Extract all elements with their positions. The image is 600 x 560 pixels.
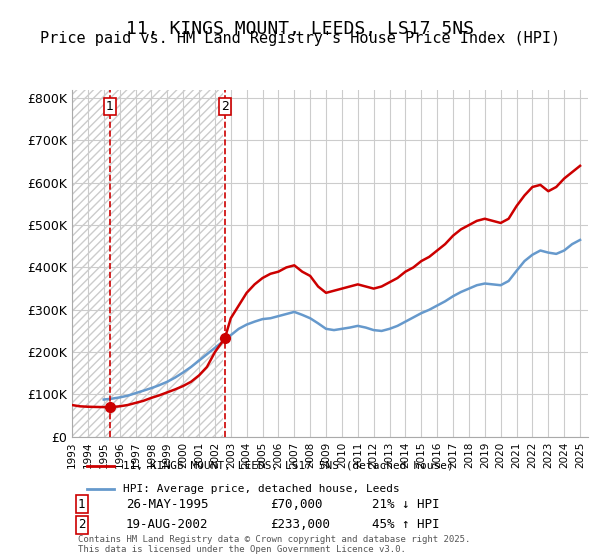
Text: 45% ↑ HPI: 45% ↑ HPI [372, 518, 439, 531]
Text: £233,000: £233,000 [270, 518, 330, 531]
Text: 11, KINGS MOUNT, LEEDS, LS17 5NS: 11, KINGS MOUNT, LEEDS, LS17 5NS [126, 20, 474, 38]
Text: 2: 2 [78, 518, 86, 531]
Text: Price paid vs. HM Land Registry's House Price Index (HPI): Price paid vs. HM Land Registry's House … [40, 31, 560, 46]
Text: 19-AUG-2002: 19-AUG-2002 [126, 518, 209, 531]
Text: 1: 1 [106, 100, 114, 113]
Text: 11, KINGS MOUNT, LEEDS, LS17 5NS (detached house): 11, KINGS MOUNT, LEEDS, LS17 5NS (detach… [123, 460, 454, 470]
Text: HPI: Average price, detached house, Leeds: HPI: Average price, detached house, Leed… [123, 484, 400, 494]
Text: 21% ↓ HPI: 21% ↓ HPI [372, 497, 439, 511]
Text: £70,000: £70,000 [270, 497, 323, 511]
Text: Contains HM Land Registry data © Crown copyright and database right 2025.
This d: Contains HM Land Registry data © Crown c… [78, 535, 470, 554]
Text: 26-MAY-1995: 26-MAY-1995 [126, 497, 209, 511]
Text: 1: 1 [78, 497, 86, 511]
Text: 2: 2 [221, 100, 229, 113]
